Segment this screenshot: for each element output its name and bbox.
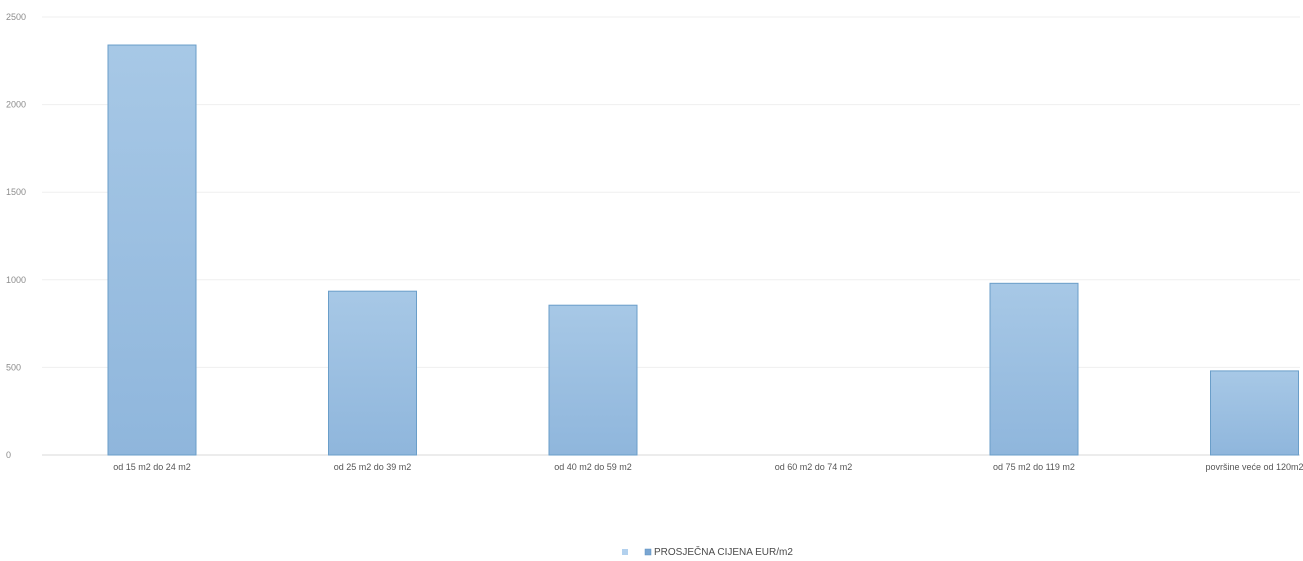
x-tick-label: od 75 m2 do 119 m2 <box>993 462 1075 472</box>
x-axis: od 15 m2 do 24 m2 od 25 m2 do 39 m2 od 40 … <box>113 462 1303 472</box>
y-tick-label: 500 <box>6 362 21 372</box>
y-tick-label: 2500 <box>6 12 26 22</box>
bar-2 <box>328 290 417 456</box>
y-tick-label: 2000 <box>6 100 26 110</box>
legend-label-series: PROSJEČNA CIJENA EUR/m2 <box>654 545 793 558</box>
y-tick-label: 0 <box>6 450 11 460</box>
bar-6 <box>1210 370 1299 456</box>
gridlines <box>42 16 1300 456</box>
legend-marker-series <box>644 548 652 556</box>
bars <box>107 44 1299 456</box>
bar-3 <box>548 304 638 456</box>
x-tick-label: od 25 m2 do 39 m2 <box>334 462 412 472</box>
legend-marker-empty <box>622 549 628 555</box>
x-tick-label: od 40 m2 do 59 m2 <box>554 462 632 472</box>
x-tick-label: od 15 m2 do 24 m2 <box>113 462 191 472</box>
legend: PROSJEČNA CIJENA EUR/m2 <box>622 545 793 558</box>
y-tick-label: 1500 <box>6 187 26 197</box>
bar-1 <box>107 44 197 456</box>
y-axis: 0 500 1000 1500 2000 2500 <box>6 12 26 460</box>
x-tick-label: površine veće od 120m2 <box>1205 462 1303 472</box>
x-tick-label: od 60 m2 do 74 m2 <box>775 462 853 472</box>
bar-5 <box>989 282 1079 456</box>
y-tick-label: 1000 <box>6 275 26 285</box>
